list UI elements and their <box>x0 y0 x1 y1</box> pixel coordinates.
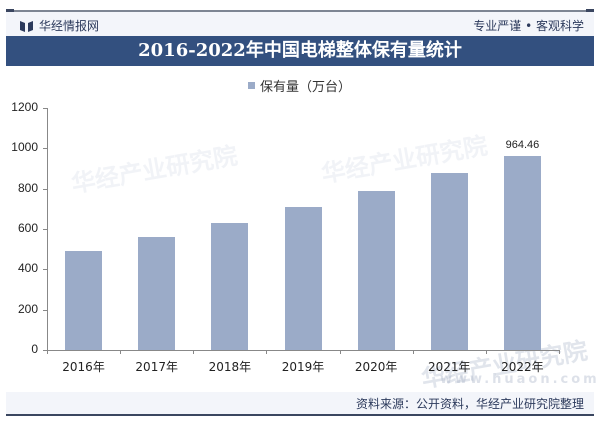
x-tick <box>47 350 48 354</box>
logo-text: 华经情报网 <box>39 19 100 33</box>
x-tick <box>485 350 487 354</box>
footer: 资料来源：公开资料，华经产业研究院整理 <box>6 392 594 414</box>
bottom-rule <box>6 414 594 416</box>
x-tick-label: 2020年 <box>354 360 398 374</box>
x-tick <box>339 350 341 354</box>
x-tick-label: 2017年 <box>135 360 178 374</box>
x-tick-label: 2016年 <box>62 360 105 374</box>
source-note: 资料来源：公开资料，华经产业研究院整理 <box>355 397 584 411</box>
y-tick <box>43 229 47 230</box>
x-tick <box>120 350 122 354</box>
x-tick-label: 2018年 <box>208 360 252 374</box>
bar <box>503 155 541 350</box>
top-rule <box>6 9 594 13</box>
y-tick <box>43 269 47 271</box>
x-tick-label: 2019年 <box>281 360 325 374</box>
y-tick-label: 800 <box>17 180 38 195</box>
bar <box>138 236 176 350</box>
chart-title: 2016-2022年中国电梯整体保有量统计 <box>6 36 594 66</box>
bar <box>211 223 249 350</box>
data-label: 964.46 <box>505 138 540 151</box>
bar <box>65 250 103 350</box>
y-tick <box>43 148 47 150</box>
x-tick-label: 2021年 <box>428 360 471 374</box>
logo: 华经情报网 <box>20 17 99 34</box>
y-tick <box>43 309 47 311</box>
y-axis <box>47 108 48 351</box>
legend-label: 保有量（万台） <box>260 80 352 95</box>
y-tick <box>43 108 47 109</box>
legend: 保有量（万台） <box>248 76 351 95</box>
y-tick-label: 1200 <box>11 100 38 114</box>
x-tick-label: 2022年 <box>501 360 544 374</box>
bar <box>430 172 468 350</box>
slogan: 专业严谨 • 客观科学 <box>473 19 584 33</box>
y-tick-label: 0 <box>31 342 38 356</box>
x-tick <box>266 350 268 354</box>
y-tick <box>43 350 47 351</box>
bar <box>357 191 395 350</box>
bar <box>284 207 322 350</box>
y-tick <box>43 188 47 190</box>
book-logo-icon <box>20 20 33 32</box>
x-axis <box>47 350 559 351</box>
x-tick <box>193 350 195 354</box>
header: 华经情报网 专业严谨 • 客观科学 <box>6 12 594 36</box>
x-tick <box>559 350 560 354</box>
x-tick <box>412 350 414 354</box>
legend-swatch <box>248 82 255 89</box>
y-tick-label: 1000 <box>11 140 38 155</box>
y-tick-label: 600 <box>17 221 38 235</box>
y-tick-label: 400 <box>17 261 38 276</box>
y-tick-label: 200 <box>17 301 38 316</box>
